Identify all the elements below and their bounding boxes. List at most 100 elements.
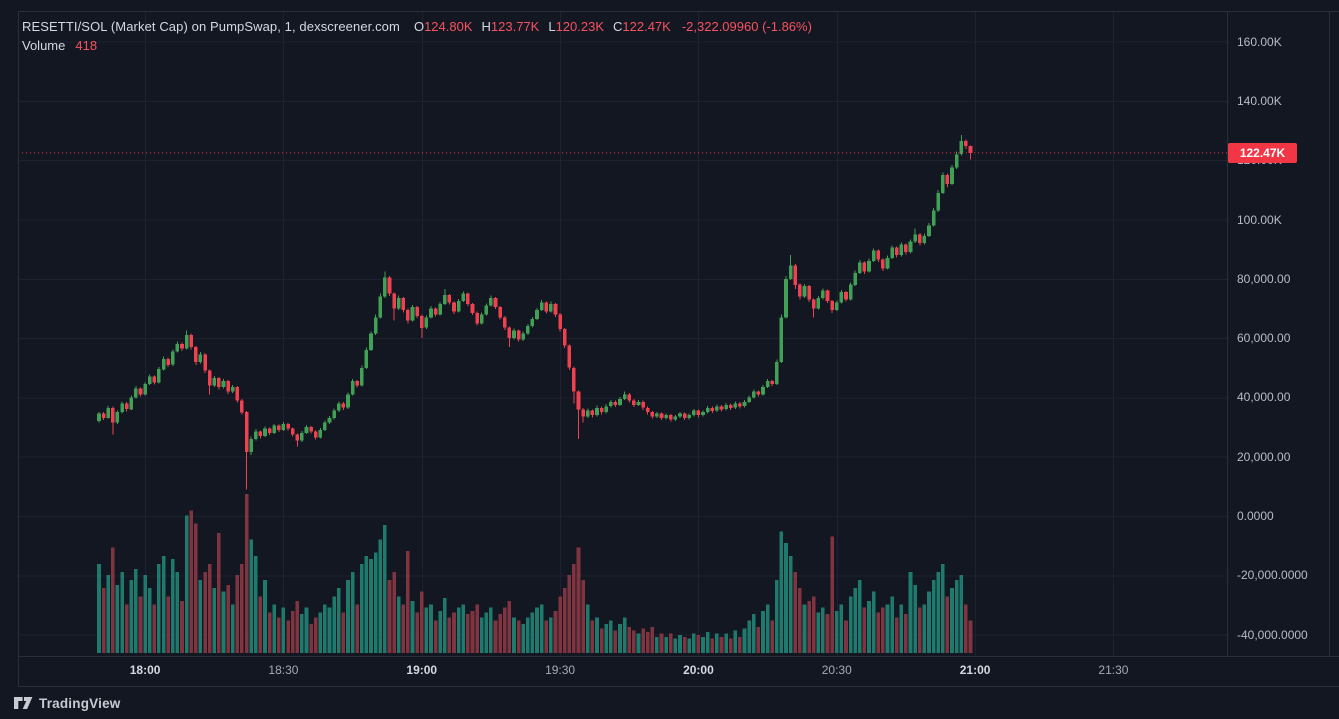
volume-bar bbox=[304, 607, 309, 653]
candle bbox=[788, 255, 793, 280]
candle bbox=[692, 409, 696, 417]
candle bbox=[687, 413, 691, 420]
candle bbox=[111, 406, 115, 435]
candle bbox=[304, 425, 309, 435]
volume-bar bbox=[470, 610, 475, 653]
candle bbox=[858, 260, 862, 275]
candle bbox=[479, 312, 484, 325]
volume-bar bbox=[835, 610, 839, 653]
volume-bar bbox=[318, 612, 323, 653]
volume-bar bbox=[332, 596, 336, 653]
candle bbox=[784, 275, 788, 319]
volume-bar bbox=[272, 604, 276, 653]
symbol-row[interactable]: RESETTI/SOL (Market Cap) on PumpSwap, 1,… bbox=[22, 17, 812, 35]
volume-bar bbox=[871, 591, 876, 653]
candle bbox=[97, 412, 101, 423]
volume-bar bbox=[586, 604, 590, 653]
volume-bar bbox=[429, 604, 433, 653]
footer-bar: TradingView bbox=[0, 687, 1339, 719]
grid-layer bbox=[18, 11, 1227, 656]
volume-bar bbox=[682, 636, 687, 653]
tradingview-brand-link[interactable]: TradingView bbox=[39, 695, 121, 711]
price-axis-label: 140.00K bbox=[1237, 93, 1282, 108]
candle bbox=[138, 387, 143, 397]
candle bbox=[484, 303, 489, 316]
candle bbox=[424, 315, 429, 329]
price-axis-label: 80,000.00 bbox=[1237, 271, 1291, 286]
candle bbox=[876, 249, 881, 262]
candle bbox=[793, 264, 798, 290]
candle bbox=[521, 331, 525, 341]
volume-bar bbox=[346, 580, 350, 653]
candle bbox=[742, 399, 747, 408]
candle bbox=[586, 408, 590, 419]
volume-bar bbox=[867, 601, 871, 653]
volume-bar bbox=[576, 547, 581, 653]
volume-bar bbox=[249, 539, 253, 653]
volume-bar bbox=[747, 620, 751, 653]
candle bbox=[364, 347, 369, 369]
volume-bar bbox=[858, 580, 862, 653]
candle bbox=[369, 331, 373, 352]
volume-bar bbox=[613, 630, 618, 653]
candle bbox=[761, 384, 765, 396]
volume-bar bbox=[244, 494, 249, 653]
volume-value: 418 bbox=[75, 37, 98, 53]
candle bbox=[235, 385, 240, 403]
candle bbox=[599, 406, 604, 415]
candle bbox=[452, 301, 456, 314]
volume-bar bbox=[553, 610, 558, 653]
time-axis[interactable]: 18:00 18:30 19:00 19:30 20:00 20:30 21:00 21:30 bbox=[0, 656, 1339, 686]
candle bbox=[798, 283, 802, 300]
candle bbox=[447, 293, 452, 305]
candle bbox=[143, 382, 147, 396]
candles-layer bbox=[97, 135, 973, 490]
candle bbox=[466, 292, 470, 307]
candle bbox=[240, 399, 244, 415]
candle bbox=[595, 405, 599, 417]
price-axis[interactable]: 160.00K140.00K120.00K100.00K80,000.0060,… bbox=[1227, 11, 1339, 656]
volume-bar bbox=[401, 604, 406, 653]
volume-bar bbox=[535, 607, 539, 653]
candle bbox=[894, 246, 899, 258]
volume-bar bbox=[300, 614, 304, 653]
candle bbox=[747, 395, 751, 403]
volume-bar bbox=[396, 596, 401, 653]
volume-bar bbox=[931, 580, 936, 653]
time-axis-label: 19:00 bbox=[406, 663, 438, 677]
candle bbox=[848, 282, 853, 301]
candle bbox=[300, 430, 304, 442]
volume-bar bbox=[207, 563, 212, 653]
candle bbox=[710, 406, 715, 413]
chart-legend: RESETTI/SOL (Market Cap) on PumpSwap, 1,… bbox=[22, 17, 812, 54]
symbol-title[interactable]: RESETTI/SOL (Market Cap) on PumpSwap, 1,… bbox=[22, 18, 400, 34]
candle bbox=[881, 258, 885, 271]
candle bbox=[277, 424, 281, 433]
candle bbox=[821, 288, 825, 300]
volume-bar bbox=[567, 575, 572, 653]
volume-bar bbox=[899, 604, 904, 653]
candle bbox=[567, 344, 572, 371]
candle bbox=[562, 328, 567, 348]
price-axis-label: 160.00K bbox=[1237, 34, 1282, 49]
volume-bar bbox=[599, 628, 604, 653]
candle bbox=[678, 411, 682, 418]
volume-bar bbox=[701, 636, 705, 653]
candle bbox=[862, 261, 867, 274]
candle bbox=[825, 289, 830, 304]
tradingview-logo-icon[interactable] bbox=[14, 696, 33, 710]
candle bbox=[664, 413, 668, 420]
volume-bar bbox=[406, 550, 410, 653]
volume-bar bbox=[618, 623, 622, 653]
volume-bar bbox=[604, 623, 608, 653]
candle bbox=[295, 433, 300, 447]
candle bbox=[590, 409, 595, 418]
volume-bar bbox=[147, 588, 152, 653]
volume-bar bbox=[913, 585, 917, 653]
candle bbox=[244, 411, 249, 490]
candle bbox=[830, 299, 834, 313]
candle bbox=[705, 406, 710, 414]
volume-bar bbox=[770, 620, 774, 653]
volume-row[interactable]: Volume 418 bbox=[22, 36, 812, 54]
